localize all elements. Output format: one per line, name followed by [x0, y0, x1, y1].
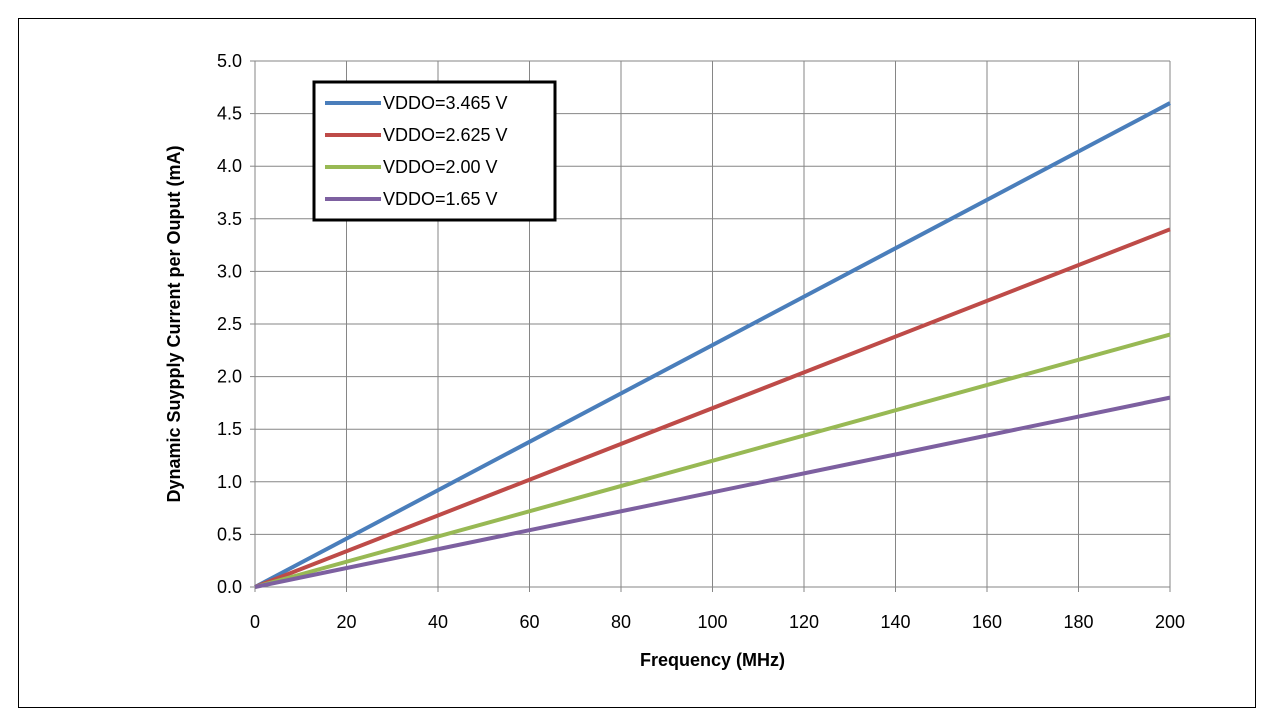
- series-line-0: [254, 101, 1171, 589]
- x-tick-label: 160: [972, 612, 1002, 632]
- x-tick-label: 200: [1155, 612, 1185, 632]
- x-tick-label: 20: [336, 612, 356, 632]
- y-tick-label: 4.5: [217, 104, 242, 124]
- x-tick-label: 120: [789, 612, 819, 632]
- y-tick-label: 1.0: [217, 472, 242, 492]
- y-tick-label: 3.5: [217, 209, 242, 229]
- x-axis-title: Frequency (MHz): [640, 650, 785, 670]
- series-line-2: [254, 332, 1171, 589]
- y-tick-label: 0.0: [217, 577, 242, 597]
- y-tick-label: 4.0: [217, 156, 242, 176]
- x-tick-label: 100: [697, 612, 727, 632]
- y-axis-ticks: 0.0 0.5 1.0 1.5 2.0 2.5 3.0 3.5 4.0 4.5 5.0: [217, 51, 242, 597]
- series-line-1: [254, 227, 1171, 589]
- chart-frame: [18, 18, 1256, 708]
- y-tick-label: 5.0: [217, 51, 242, 71]
- legend-label-0: VDDO=3.465 V: [383, 93, 508, 113]
- series-line-3: [254, 395, 1171, 589]
- y-tick-label: 3.0: [217, 261, 242, 281]
- y-axis-title: Dynamic Suypply Current per Ouput (mA): [164, 145, 184, 502]
- legend-label-1: VDDO=2.625 V: [383, 125, 508, 145]
- legend-label-3: VDDO=1.65 V: [383, 189, 498, 209]
- series-lines: [254, 101, 1171, 589]
- x-tick-label: 60: [519, 612, 539, 632]
- x-tick-label: 140: [880, 612, 910, 632]
- y-tick-label: 1.5: [217, 419, 242, 439]
- y-tick-label: 0.5: [217, 524, 242, 544]
- x-tick-label: 180: [1063, 612, 1093, 632]
- legend-label-2: VDDO=2.00 V: [383, 157, 498, 177]
- x-tick-label: 80: [611, 612, 631, 632]
- x-tick-label: 0: [250, 612, 260, 632]
- x-axis-ticks: 0 20 40 60 80 100 120 140 160 180 200: [250, 612, 1185, 632]
- x-tick-label: 40: [428, 612, 448, 632]
- y-tick-label: 2.0: [217, 367, 242, 387]
- y-tick-label: 2.5: [217, 314, 242, 334]
- legend: VDDO=3.465 V VDDO=2.625 V VDDO=2.00 V VDDO=…: [312, 80, 557, 222]
